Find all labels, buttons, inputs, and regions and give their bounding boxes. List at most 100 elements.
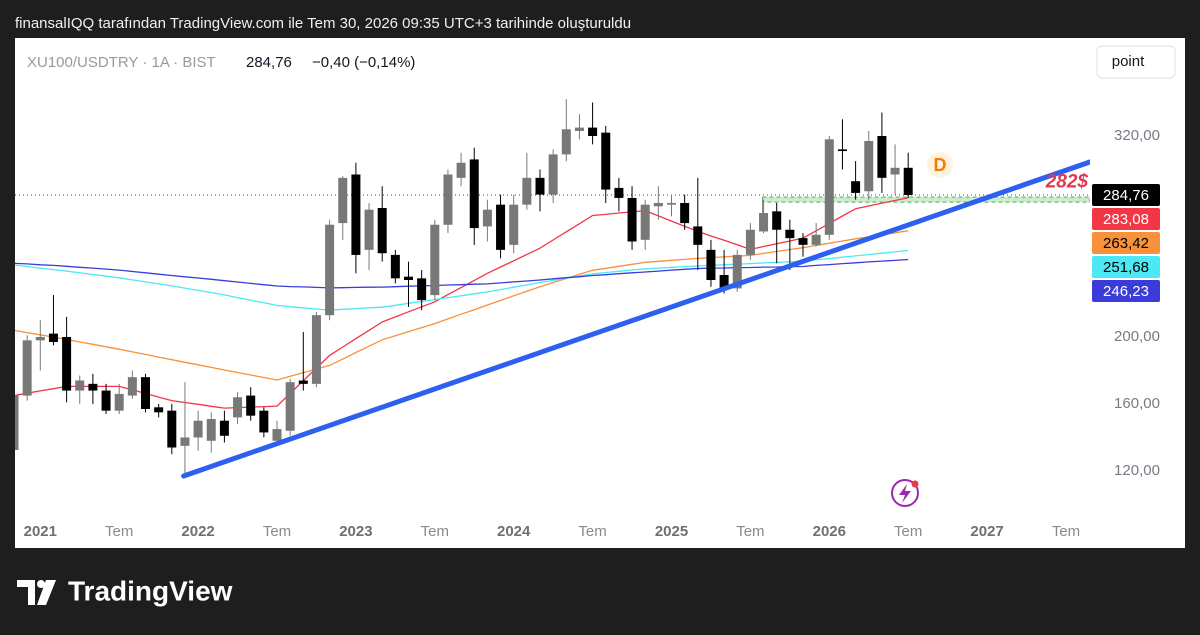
- candle-body: [745, 229, 755, 255]
- y-tick-label: 200,00: [1114, 328, 1160, 345]
- candle-body: [653, 202, 663, 207]
- logo-slash: [37, 580, 56, 605]
- logo-mark: [17, 580, 35, 605]
- candle-body: [35, 336, 45, 341]
- candle-body: [601, 132, 611, 190]
- candle-body: [574, 127, 584, 131]
- price-tag-label: 283,08: [1103, 211, 1149, 228]
- candle-body: [548, 154, 558, 195]
- y-tick-label: 120,00: [1114, 462, 1160, 479]
- candle-body: [509, 204, 519, 245]
- candle-body: [180, 437, 190, 446]
- candle-body: [259, 410, 269, 433]
- candle-body: [298, 380, 308, 384]
- candle-body: [837, 149, 847, 152]
- price-tag: [1092, 256, 1160, 279]
- brand-logo: [17, 580, 56, 605]
- x-tick-label: Tem: [1052, 523, 1080, 540]
- candle-body: [535, 177, 545, 195]
- last-price: 284,76: [246, 54, 292, 71]
- event-marker: [927, 152, 953, 178]
- candle-body: [325, 224, 335, 316]
- candle-body: [206, 419, 216, 441]
- level-zone: [762, 196, 1090, 203]
- price-change: −0,40 (−0,14%): [312, 54, 415, 71]
- candle-body: [127, 377, 137, 396]
- candle-body: [390, 254, 400, 279]
- candle-body: [404, 276, 413, 281]
- candle-body: [75, 380, 85, 391]
- plot-area: [15, 99, 1090, 479]
- moving-average-line: [15, 197, 909, 409]
- candle-body: [193, 420, 203, 438]
- price-tag-label: 263,42: [1103, 235, 1149, 252]
- x-tick-label: 2025: [655, 523, 688, 540]
- candle-body: [811, 234, 821, 245]
- candle-body: [877, 135, 887, 178]
- lightning-icon[interactable]: [891, 479, 919, 507]
- candle-body: [48, 333, 58, 342]
- x-tick-label: 2022: [181, 523, 214, 540]
- candle-body: [167, 410, 177, 448]
- point-button[interactable]: [1096, 45, 1176, 79]
- icon-bolt: [899, 484, 911, 503]
- x-tick-label: Tem: [263, 523, 291, 540]
- candle-body: [338, 177, 348, 224]
- candle-body: [272, 429, 282, 441]
- price-tag-label: 284,76: [1103, 187, 1149, 204]
- candle-body: [798, 238, 808, 245]
- candle-body: [588, 127, 598, 136]
- x-tick-label: 2024: [497, 523, 531, 540]
- candle-body: [732, 254, 742, 289]
- candle-body: [824, 139, 834, 235]
- candle-body: [311, 315, 321, 384]
- candle-body: [614, 187, 624, 198]
- trend-line: [181, 159, 1090, 479]
- x-tick-label: Tem: [578, 523, 606, 540]
- price-tag-label: 251,68: [1103, 259, 1149, 276]
- candle-body: [141, 377, 150, 409]
- candle-body: [785, 229, 795, 239]
- candle-body: [759, 213, 769, 232]
- candle-body: [864, 141, 874, 192]
- brand: TradingView: [68, 575, 233, 606]
- candle-body: [640, 204, 650, 240]
- candle-body: [680, 202, 690, 224]
- candle-body: [101, 390, 111, 411]
- candle-body: [377, 208, 387, 254]
- price-tag: [1092, 184, 1160, 207]
- price-tag-label: 246,23: [1103, 283, 1149, 300]
- candle-body: [719, 274, 729, 289]
- candle-body: [522, 177, 532, 205]
- candle-body: [561, 129, 571, 155]
- price-tag: [1092, 208, 1160, 231]
- candle-body: [482, 209, 492, 227]
- candle-body: [114, 393, 124, 411]
- icon-dot: [911, 480, 919, 488]
- candle-body: [496, 204, 506, 250]
- candle-body: [154, 407, 164, 413]
- x-tick-label: Tem: [421, 523, 449, 540]
- x-tick-label: 2026: [813, 523, 846, 540]
- x-tick-label: 2021: [24, 523, 57, 540]
- candle-body: [443, 174, 453, 225]
- candle-body: [693, 226, 703, 245]
- x-tick-label: Tem: [894, 523, 922, 540]
- y-tick-label: 160,00: [1114, 395, 1160, 412]
- logo-dot: [37, 580, 45, 588]
- candle-body: [364, 209, 374, 250]
- price-tag: [1092, 280, 1160, 303]
- symbol: XU100/USDTRY · 1A · BIST: [27, 54, 216, 71]
- x-tick-label: 2027: [970, 523, 1003, 540]
- moving-average-line: [15, 258, 909, 289]
- candle-body: [22, 340, 32, 396]
- moving-average-line: [15, 230, 909, 381]
- candle-body: [62, 336, 72, 391]
- point-button-label[interactable]: point: [1112, 53, 1145, 70]
- price-tag: [1092, 232, 1160, 255]
- level-label: 282$: [1045, 172, 1089, 193]
- x-tick-label: Tem: [105, 523, 133, 540]
- candle-body: [417, 278, 427, 301]
